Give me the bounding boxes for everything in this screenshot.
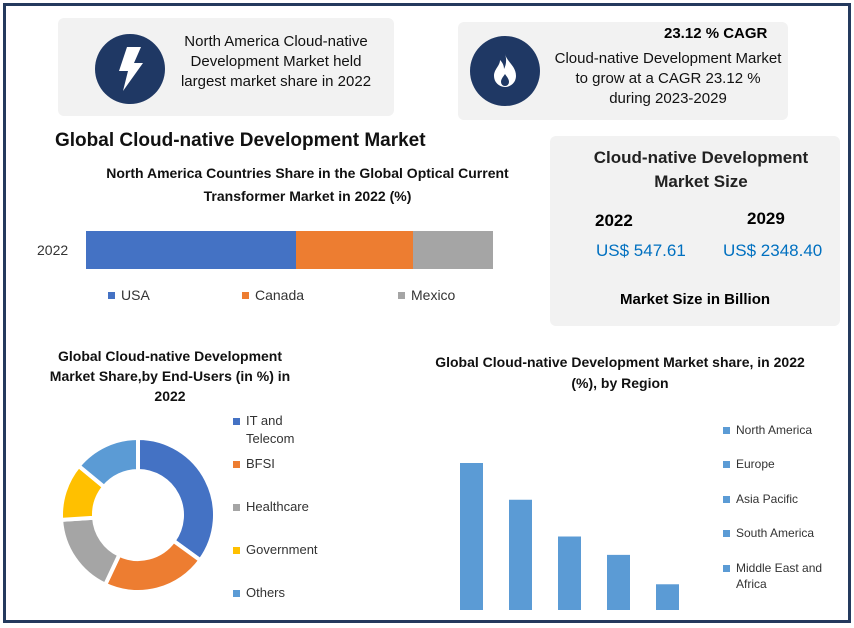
stacked-chart-title: North America Countries Share in the Glo… (106, 165, 509, 204)
right-card-text: Cloud-native Development Market to grow … (554, 50, 782, 107)
legend-swatch (233, 418, 240, 425)
main-title: Global Cloud-native Development Market (55, 130, 426, 151)
donut-slice-others (75, 435, 140, 490)
region-bar-chart (460, 463, 679, 610)
legend-label: Mexico (411, 287, 456, 303)
stacked-segment-mexico (412, 231, 493, 269)
legend-label: Government (246, 542, 318, 557)
legend-mexico: Mexico (398, 286, 455, 304)
legend-label: Asia Pacific (736, 492, 799, 506)
donut-legend-item: BFSI (233, 455, 313, 473)
left-card-text: North America Cloud-native Development M… (180, 33, 372, 90)
donut-chart (59, 435, 217, 594)
donut-slice-healthcare (59, 515, 122, 588)
stacked-bar (86, 231, 493, 269)
legend-swatch (233, 547, 240, 554)
donut-title: Global Cloud-native Development Market S… (49, 348, 291, 404)
stacked-segment-usa (86, 231, 296, 269)
donut-slice-it-and-telecom (136, 435, 217, 564)
legend-swatch (242, 292, 249, 299)
market-size-footer: Market Size in Billion (619, 291, 771, 308)
legend-label: Middle East and Africa (736, 561, 823, 591)
legend-label: IT and Telecom (246, 413, 295, 446)
stacked-segment-canada (296, 231, 413, 269)
donut-slice-bfsi (102, 538, 204, 594)
legend-label: South America (736, 526, 815, 540)
flame-icon (470, 36, 540, 106)
region-legend-item: South America (723, 525, 833, 541)
year-2022: 2022 (595, 211, 633, 230)
legend-swatch (723, 496, 730, 503)
legend-label: BFSI (246, 456, 275, 471)
region-bar-south-america (607, 554, 630, 610)
region-legend-item: North America (723, 422, 833, 438)
donut-legend-item: IT and Telecom (233, 412, 313, 448)
legend-label: Europe (736, 457, 775, 471)
legend-swatch (108, 292, 115, 299)
highlight-card-left: North America Cloud-native Development M… (58, 18, 394, 116)
legend-swatch (398, 292, 405, 299)
legend-swatch (723, 427, 730, 434)
region-bar-middle-east-and-africa (656, 584, 679, 610)
region-legend-item: Asia Pacific (723, 491, 833, 507)
legend-swatch (723, 530, 730, 537)
legend-swatch (723, 461, 730, 468)
legend-label: Canada (255, 287, 305, 303)
market-size-card: Cloud-native Development Market Size 202… (550, 136, 840, 326)
region-bar-europe (509, 499, 532, 610)
legend-swatch (723, 565, 730, 572)
legend-label: USA (121, 287, 150, 303)
legend-canada: Canada (242, 286, 304, 304)
region-chart-title: Global Cloud-native Development Market s… (435, 354, 805, 391)
legend-swatch (233, 504, 240, 511)
legend-label: Others (246, 585, 286, 600)
value-2029: US$ 2348.40 (723, 241, 823, 260)
donut-legend-item: Government (233, 541, 318, 559)
cagr-headline: 23.12 % CAGR (664, 25, 768, 42)
market-size-title: Cloud-native Development Market Size (593, 148, 809, 191)
year-2029: 2029 (747, 209, 785, 228)
legend-swatch (233, 590, 240, 597)
legend-usa: USA (108, 286, 150, 304)
highlight-card-right: 23.12 % CAGR Cloud-native Development Ma… (458, 22, 788, 120)
region-bar-north-america (460, 463, 483, 610)
region-bar-asia-pacific (558, 536, 581, 610)
legend-label: Healthcare (246, 499, 309, 514)
donut-legend-item: Healthcare (233, 498, 313, 516)
stacked-category-label: 2022 (37, 242, 69, 258)
region-legend-item: Middle East and Africa (723, 560, 833, 592)
value-2022: US$ 547.61 (596, 241, 686, 260)
frame-border (3, 3, 851, 623)
lightning-icon (95, 34, 165, 104)
donut-legend-item: Others (233, 584, 313, 602)
legend-label: North America (736, 423, 813, 437)
region-legend-item: Europe (723, 456, 833, 472)
legend-swatch (233, 461, 240, 468)
